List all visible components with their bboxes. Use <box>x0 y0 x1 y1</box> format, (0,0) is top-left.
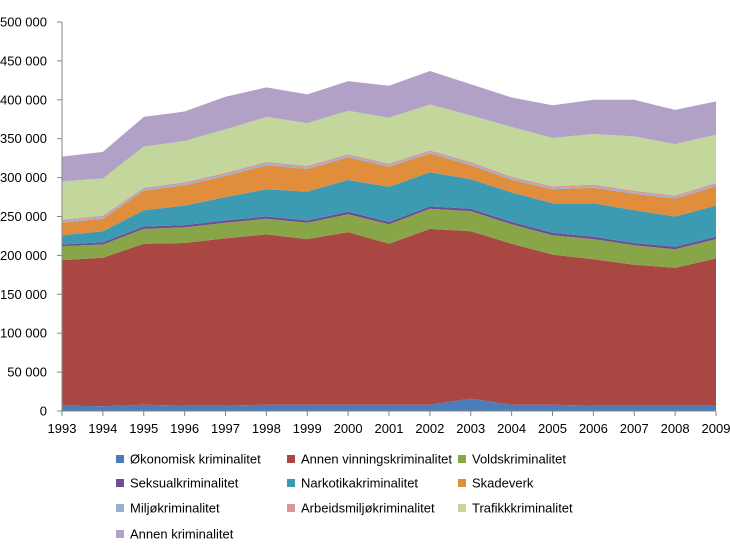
x-tick-label: 2000 <box>334 421 363 436</box>
area-series-8 <box>62 104 716 220</box>
legend-swatch <box>116 504 124 512</box>
legend-label: Seksualkriminalitet <box>130 476 239 491</box>
legend-item-miljøkriminalitet: Miljøkriminalitet <box>116 501 220 516</box>
area-series-3 <box>62 206 716 250</box>
y-tick-label: 150 000 <box>0 287 47 302</box>
y-tick-label: 200 000 <box>0 248 47 263</box>
y-tick-label: 500 000 <box>0 15 47 30</box>
y-tick-label: 250 000 <box>0 209 47 224</box>
area-series-6 <box>62 151 716 223</box>
legend-swatch <box>458 479 466 487</box>
x-tick-label: 2009 <box>702 421 730 436</box>
area-series-9 <box>62 71 716 182</box>
legend-swatch <box>458 504 466 512</box>
x-tick-label: 2003 <box>456 421 485 436</box>
legend-swatch <box>116 479 124 487</box>
x-tick-label: 1997 <box>211 421 240 436</box>
y-tick-label: 450 000 <box>0 53 47 68</box>
x-tick-label: 2004 <box>497 421 526 436</box>
chart-areas <box>62 71 716 411</box>
x-axis-ticks: 1993 1994 1995 1996 1997 1998 1999 2000 2001 2002… <box>48 411 730 436</box>
area-series-2 <box>62 208 716 268</box>
legend-label: Trafikkkriminalitet <box>472 501 573 516</box>
legend-label: Voldskriminalitet <box>472 452 566 467</box>
legend-item-arbeidsmiljøkriminalitet: Arbeidsmiljøkriminalitet <box>287 501 435 516</box>
legend-item-narkotikakriminalitet: Narkotikakriminalitet <box>287 476 418 491</box>
x-tick-label: 2005 <box>538 421 567 436</box>
x-tick-label: 2007 <box>620 421 649 436</box>
legend-item-voldskriminalitet: Voldskriminalitet <box>458 452 566 467</box>
x-tick-label: 2006 <box>579 421 608 436</box>
legend-item-økonomisk-kriminalitet: Økonomisk kriminalitet <box>116 452 261 467</box>
legend-swatch <box>287 479 295 487</box>
legend-label: Narkotikakriminalitet <box>301 476 418 491</box>
area-series-5 <box>62 153 716 236</box>
y-tick-label: 100 000 <box>0 326 47 341</box>
legend-swatch <box>287 455 295 463</box>
legend-label: Arbeidsmiljøkriminalitet <box>301 501 435 516</box>
y-tick-label: 0 <box>40 404 47 419</box>
x-tick-label: 1993 <box>48 421 77 436</box>
legend-label: Annen kriminalitet <box>130 527 234 542</box>
y-tick-label: 350 000 <box>0 131 47 146</box>
legend-swatch <box>116 530 124 538</box>
legend-item-skadeverk: Skadeverk <box>458 476 534 491</box>
legend-label: Økonomisk kriminalitet <box>130 452 261 467</box>
x-tick-label: 2002 <box>415 421 444 436</box>
legend-label: Miljøkriminalitet <box>130 501 220 516</box>
legend-swatch <box>287 504 295 512</box>
area-series-1 <box>62 228 716 407</box>
area-series-7 <box>62 150 716 222</box>
x-tick-label: 1994 <box>88 421 117 436</box>
legend-swatch <box>458 455 466 463</box>
y-tick-label: 300 000 <box>0 170 47 185</box>
x-tick-label: 1999 <box>293 421 322 436</box>
legend: Økonomisk kriminalitet Annen vinningskrim… <box>116 452 573 542</box>
area-series-4 <box>62 172 716 247</box>
x-tick-label: 2001 <box>375 421 404 436</box>
x-tick-label: 1998 <box>252 421 281 436</box>
x-tick-label: 1996 <box>170 421 199 436</box>
legend-label: Skadeverk <box>472 476 534 491</box>
y-tick-label: 50 000 <box>7 365 47 380</box>
legend-label: Annen vinningskriminalitet <box>301 452 452 467</box>
x-tick-label: 1995 <box>129 421 158 436</box>
y-tick-label: 400 000 <box>0 92 47 107</box>
legend-swatch <box>116 455 124 463</box>
y-axis-ticks: 0 50 000 100 000 150 000 200 000 250 000 300 0… <box>0 15 62 419</box>
x-tick-label: 2008 <box>661 421 690 436</box>
legend-item-seksualkriminalitet: Seksualkriminalitet <box>116 476 239 491</box>
legend-item-annen-kriminalitet: Annen kriminalitet <box>116 527 234 542</box>
legend-item-annen-vinningskriminalitet: Annen vinningskriminalitet <box>287 452 452 467</box>
legend-item-trafikkkriminalitet: Trafikkkriminalitet <box>458 501 573 516</box>
